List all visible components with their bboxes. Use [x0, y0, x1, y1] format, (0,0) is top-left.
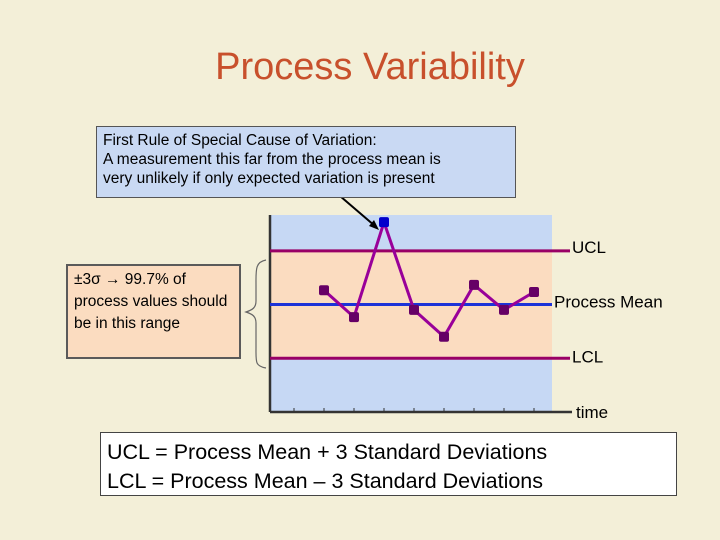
data-point: [499, 304, 509, 315]
callout-heading: First Rule of Special Cause of Variation…: [103, 132, 377, 149]
series-line: [322, 217, 535, 340]
x-ticks: [293, 408, 535, 412]
ucl-formula: UCL = Process Mean + 3 Standard Deviatio…: [107, 440, 548, 464]
data-point: [319, 285, 329, 296]
ucl-label: UCL: [572, 238, 606, 257]
data-point: [469, 279, 479, 290]
formula-box: UCL = Process Mean + 3 Standard Deviatio…: [100, 432, 677, 496]
data-point: [439, 331, 449, 342]
special-cause-callout: First Rule of Special Cause of Variation…: [96, 126, 516, 198]
outlier-point: [379, 217, 389, 228]
data-point: [349, 312, 359, 323]
page-title: Process Variability: [215, 46, 525, 88]
mean-label: Process Mean: [554, 293, 663, 312]
callout-arrow: [339, 195, 376, 227]
callout-text-2: very unlikely if only expected variation…: [103, 170, 435, 187]
range-note: ±3σ → 99.7% of process values should be …: [66, 264, 241, 359]
x-axis-label: time: [576, 403, 608, 422]
data-point: [409, 304, 419, 315]
data-series: [319, 217, 539, 342]
lcl-formula: LCL = Process Mean – 3 Standard Deviatio…: [107, 469, 544, 493]
callout-text-1: A measurement this far from the process …: [103, 151, 441, 168]
data-point: [529, 287, 539, 298]
lcl-label: LCL: [572, 347, 603, 366]
chart-labels: UCL Process Mean LCL time: [554, 238, 663, 422]
range-bracket: [244, 259, 267, 369]
callout-arrowhead: [369, 220, 379, 230]
